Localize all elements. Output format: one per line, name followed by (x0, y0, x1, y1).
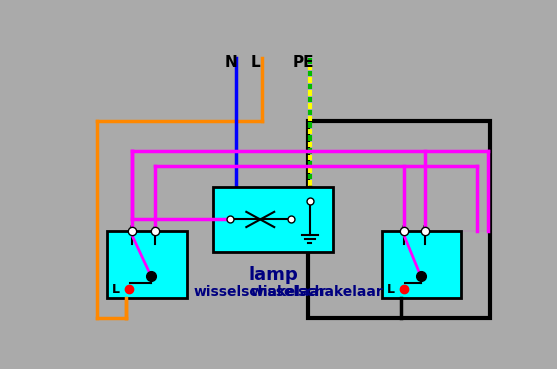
Text: L: L (387, 283, 395, 296)
Text: L: L (113, 283, 120, 296)
Text: PE: PE (292, 55, 314, 70)
Bar (213, 187, 333, 252)
Bar (382, 231, 461, 299)
Text: lamp: lamp (248, 266, 298, 284)
Text: L: L (251, 55, 261, 70)
Bar (307, 121, 491, 318)
Text: wisselschakelaar: wisselschakelaar (194, 285, 326, 299)
Text: N: N (224, 55, 237, 70)
Text: wisselschakelaar: wisselschakelaar (250, 285, 383, 299)
Bar (107, 231, 187, 299)
